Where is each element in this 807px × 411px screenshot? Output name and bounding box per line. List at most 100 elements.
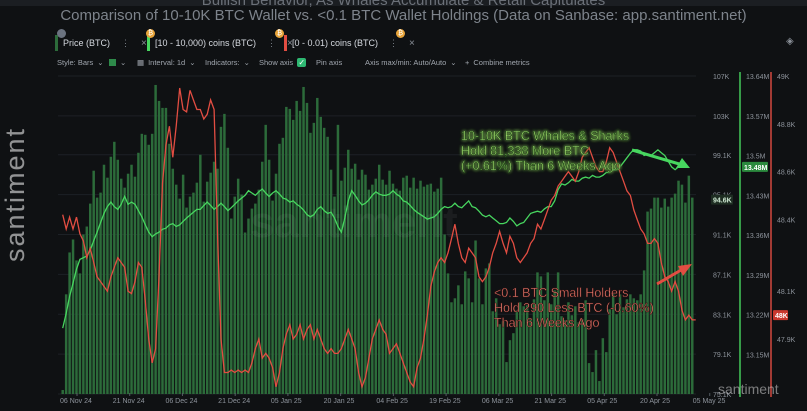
retail-axis-tick: 48.6K <box>777 170 796 177</box>
price-bar <box>673 193 677 394</box>
x-tick-label: 05 Jan 25 <box>271 398 302 405</box>
price-bar <box>281 137 285 394</box>
bitcoin-icon: ₿ <box>275 29 284 38</box>
price-bar <box>419 180 422 394</box>
close-icon[interactable]: × <box>409 37 415 49</box>
price-bar <box>446 273 450 394</box>
price-bar <box>660 207 663 394</box>
more-icon[interactable]: ⋮ <box>121 37 130 48</box>
price-bar <box>64 294 68 394</box>
price-bar <box>99 192 102 394</box>
whales-axis-tick: 13.43M <box>746 193 770 200</box>
price-bar <box>522 306 525 394</box>
combine-metrics-button[interactable]: + Combine metrics <box>465 58 530 67</box>
price-bar <box>161 107 164 394</box>
price-bar <box>649 208 653 394</box>
price-bar <box>508 340 512 394</box>
close-icon[interactable]: × <box>141 37 147 49</box>
indicators-dropdown[interactable]: Indicators: ⌄ <box>205 58 250 67</box>
axis-minmax-label: Axis max/min: Auto/Auto <box>365 58 447 67</box>
legend-item-whales[interactable]: ₿ [10 - 10,000) coins (BTC) ⋮ × <box>146 29 293 52</box>
style-dropdown[interactable]: Style: Bars ⌄ <box>57 58 104 67</box>
price-bar <box>477 278 481 394</box>
price-bar <box>453 298 457 394</box>
price-bar <box>329 169 333 394</box>
price-bar <box>415 188 419 394</box>
legend-item-price[interactable]: Price (BTC) ⋮ × <box>55 29 147 52</box>
price-bar <box>529 318 532 394</box>
price-bar <box>646 211 649 394</box>
price-bar <box>305 102 309 395</box>
price-bar <box>144 134 147 394</box>
price-bar <box>501 321 505 394</box>
settings-icon[interactable]: ◈ <box>786 36 794 47</box>
price-bar <box>295 100 298 394</box>
legend-swatch-whales <box>147 35 150 51</box>
price-bar <box>691 197 694 394</box>
price-bar <box>78 273 82 394</box>
price-bar <box>515 310 519 394</box>
legend-item-retail[interactable]: ₿ [0 - 0.01) coins (BTC) ⋮ × <box>275 29 415 52</box>
price-bar <box>450 302 453 394</box>
price-bar <box>336 124 340 394</box>
price-bar <box>254 203 257 394</box>
color-picker[interactable]: ⌄ <box>109 58 126 67</box>
whales-arrowhead <box>676 158 690 168</box>
price-axis-tick: 107K <box>713 74 730 81</box>
more-icon[interactable]: ⋮ <box>267 37 277 48</box>
price-bar <box>560 316 563 394</box>
price-bar <box>594 350 598 394</box>
price-bar <box>666 206 670 394</box>
price-bar <box>525 305 529 394</box>
whales-current-badge-bg <box>742 161 768 172</box>
price-bar <box>484 268 488 394</box>
price-bar <box>357 179 360 394</box>
price-bar <box>377 164 381 394</box>
price-bar <box>137 152 140 394</box>
price-bar <box>123 187 126 394</box>
price-bar <box>71 239 75 394</box>
price-bar <box>570 315 574 394</box>
price-bar <box>106 177 109 394</box>
price-bar <box>549 304 553 394</box>
price-bar <box>481 304 484 394</box>
price-bar <box>89 203 92 394</box>
price-bar <box>474 240 477 394</box>
x-tick-label: 06 Mar 25 <box>482 398 514 405</box>
price-bar <box>119 178 123 394</box>
price-bar <box>178 198 181 394</box>
price-bar <box>212 161 216 394</box>
price-bar <box>680 184 684 394</box>
price-bar <box>82 234 85 394</box>
x-tick-label: 21 Mar 25 <box>535 398 567 405</box>
close-icon[interactable]: × <box>287 37 293 49</box>
checkbox-checked-icon[interactable]: ✓ <box>297 58 307 67</box>
price-bar <box>250 208 254 394</box>
price-bar <box>677 180 680 394</box>
chevron-down-icon: ⌄ <box>120 58 127 67</box>
price-bar <box>670 197 673 394</box>
whales-axis-tick: 13.29M <box>746 273 770 280</box>
price-bar <box>267 159 271 394</box>
legend-swatch-retail <box>284 35 287 51</box>
interval-dropdown[interactable]: ▦ Interval: 1d ⌄ <box>137 58 196 67</box>
pin-axis-toggle[interactable]: Pin axis <box>316 58 342 67</box>
axes: 75.1K79.1K83.1K87.1K91.1K95.1K99.1K103K1… <box>697 72 807 399</box>
price-bar <box>202 201 206 394</box>
whales-arrow <box>631 148 687 168</box>
price-bar <box>381 179 384 394</box>
price-bar <box>291 119 295 395</box>
whales-axis-tick: 13.22M <box>746 313 770 320</box>
bitcoin-icon: ₿ <box>396 29 405 38</box>
price-bar <box>398 190 402 394</box>
price-bar <box>219 126 223 395</box>
watermark-center: santiment <box>250 198 458 247</box>
interval-label: Interval: 1d <box>148 58 186 67</box>
axis-minmax-dropdown[interactable]: Axis max/min: Auto/Auto ⌄ <box>365 58 457 67</box>
retail-axis-tick: 48.4K <box>777 217 796 224</box>
show-axis-toggle[interactable]: Show axis ✓ <box>259 58 307 67</box>
more-icon[interactable]: ⋮ <box>389 37 399 48</box>
bitcoin-icon: ₿ <box>146 29 155 38</box>
